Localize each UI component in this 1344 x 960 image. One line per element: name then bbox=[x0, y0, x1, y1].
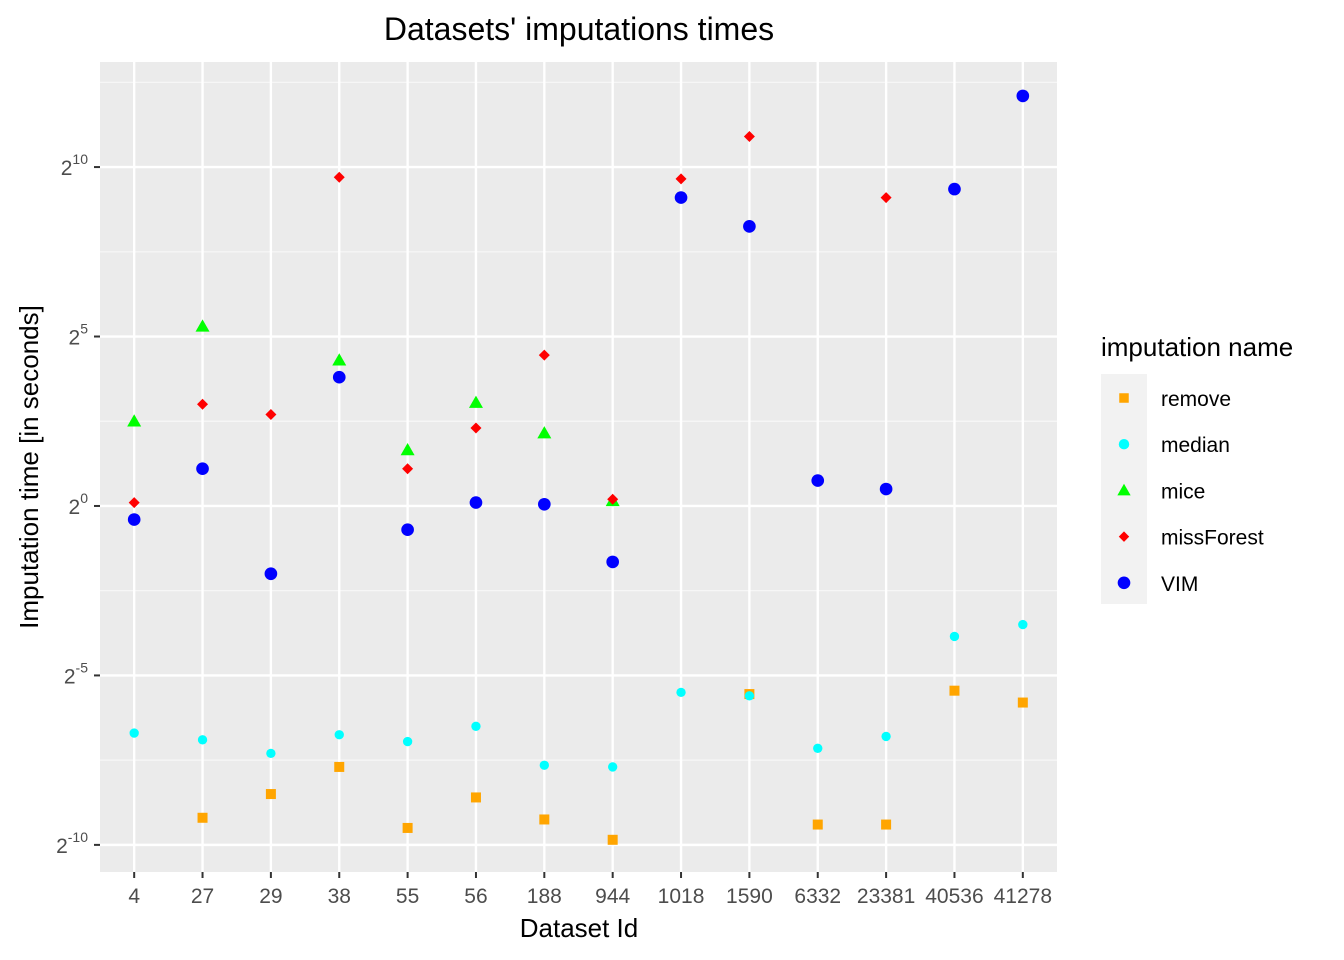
legend-key-median bbox=[1118, 438, 1130, 450]
point-missforest bbox=[265, 408, 277, 420]
x-tick-label: 38 bbox=[328, 885, 351, 908]
plot-panel bbox=[100, 62, 1057, 872]
point-remove bbox=[881, 819, 892, 830]
x-tick-label: 4 bbox=[128, 885, 140, 908]
point-median bbox=[949, 631, 960, 642]
point-vim bbox=[469, 496, 483, 509]
point-missforest bbox=[128, 497, 140, 509]
legend-label: remove bbox=[1161, 388, 1231, 411]
point-remove bbox=[334, 761, 345, 772]
legend-title: imputation name bbox=[1101, 332, 1293, 362]
x-tick-label: 29 bbox=[259, 885, 282, 908]
point-mice bbox=[400, 443, 415, 456]
legend-label: median bbox=[1161, 434, 1230, 457]
x-tick-label: 23381 bbox=[857, 885, 915, 908]
chart-title: Datasets' imputations times bbox=[384, 11, 774, 47]
point-vim bbox=[401, 523, 414, 537]
x-tick-label: 41278 bbox=[994, 885, 1052, 908]
y-tick-label: 2-5 bbox=[64, 659, 88, 688]
point-vim bbox=[948, 182, 961, 196]
point-missforest bbox=[880, 192, 892, 204]
point-vim bbox=[743, 220, 756, 233]
y-axis-title: Imputation time [in seconds] bbox=[14, 305, 44, 629]
point-vim bbox=[606, 555, 620, 569]
x-tick-label: 6332 bbox=[794, 885, 841, 908]
point-remove bbox=[470, 792, 481, 803]
point-vim bbox=[811, 474, 825, 487]
point-median bbox=[881, 731, 891, 742]
point-remove bbox=[812, 819, 823, 830]
point-remove bbox=[607, 834, 618, 845]
point-remove bbox=[197, 812, 208, 823]
point-vim bbox=[196, 462, 209, 476]
point-missforest bbox=[675, 173, 687, 185]
point-vim bbox=[879, 482, 893, 496]
point-mice bbox=[195, 319, 210, 332]
point-median bbox=[471, 721, 481, 731]
point-remove bbox=[949, 685, 960, 696]
legend-key-missforest bbox=[1118, 531, 1130, 542]
point-mice bbox=[537, 426, 552, 439]
y-tick-label: 25 bbox=[69, 321, 89, 350]
x-tick-label: 1018 bbox=[658, 885, 705, 908]
x-tick-label: 40536 bbox=[925, 885, 983, 908]
legend-key-mice bbox=[1117, 483, 1131, 496]
legend-label: VIM bbox=[1161, 573, 1198, 596]
legend-key-remove bbox=[1119, 393, 1129, 403]
point-missforest bbox=[607, 493, 619, 505]
point-vim bbox=[674, 191, 688, 204]
point-median bbox=[608, 762, 618, 772]
point-missforest bbox=[470, 422, 482, 434]
legend-key-vim bbox=[1117, 576, 1131, 590]
x-tick-label: 944 bbox=[595, 885, 630, 908]
y-tick-label: 2-10 bbox=[56, 829, 88, 858]
y-tick-label: 210 bbox=[61, 151, 88, 180]
point-median bbox=[539, 760, 549, 770]
legend: imputation name remove median mice missFore… bbox=[1101, 332, 1293, 604]
point-median bbox=[1018, 619, 1028, 630]
x-axis-ticks: 4 27 29 38 55 56 188 944 1018 1590 6332 23381 40536 4… bbox=[128, 872, 1052, 908]
point-median bbox=[197, 735, 208, 745]
point-remove bbox=[265, 789, 276, 800]
data-points bbox=[127, 89, 1030, 845]
point-median bbox=[813, 743, 823, 753]
point-remove bbox=[1017, 697, 1028, 708]
point-median bbox=[266, 748, 276, 759]
x-tick-label: 56 bbox=[464, 885, 487, 908]
x-tick-label: 188 bbox=[527, 885, 562, 908]
point-vim bbox=[537, 497, 551, 511]
point-mice bbox=[468, 395, 483, 408]
point-missforest bbox=[743, 131, 755, 143]
point-remove bbox=[402, 822, 413, 833]
point-median bbox=[402, 736, 413, 747]
x-tick-label: 27 bbox=[191, 885, 214, 908]
point-missforest bbox=[402, 463, 414, 475]
point-median bbox=[744, 691, 755, 701]
point-median bbox=[129, 728, 139, 738]
point-mice bbox=[332, 353, 347, 366]
x-axis-title: Dataset Id bbox=[520, 913, 639, 943]
legend-label: missForest bbox=[1161, 527, 1264, 550]
point-mice bbox=[127, 414, 142, 427]
minor-gridlines bbox=[100, 81, 1057, 761]
y-tick-label: 20 bbox=[69, 490, 89, 519]
point-vim bbox=[127, 513, 141, 526]
point-missforest bbox=[333, 171, 345, 183]
point-vim bbox=[264, 567, 278, 581]
point-missforest bbox=[538, 349, 550, 361]
point-vim bbox=[1016, 89, 1030, 103]
point-remove bbox=[539, 814, 550, 825]
point-vim bbox=[332, 370, 346, 384]
point-missforest bbox=[197, 398, 209, 410]
x-tick-label: 1590 bbox=[726, 885, 773, 908]
y-axis-ticks: 210 25 20 2-5 2-10 bbox=[56, 151, 100, 858]
x-tick-label: 55 bbox=[396, 885, 419, 908]
legend-label: mice bbox=[1161, 480, 1205, 503]
point-median bbox=[676, 687, 686, 698]
point-median bbox=[334, 730, 344, 740]
